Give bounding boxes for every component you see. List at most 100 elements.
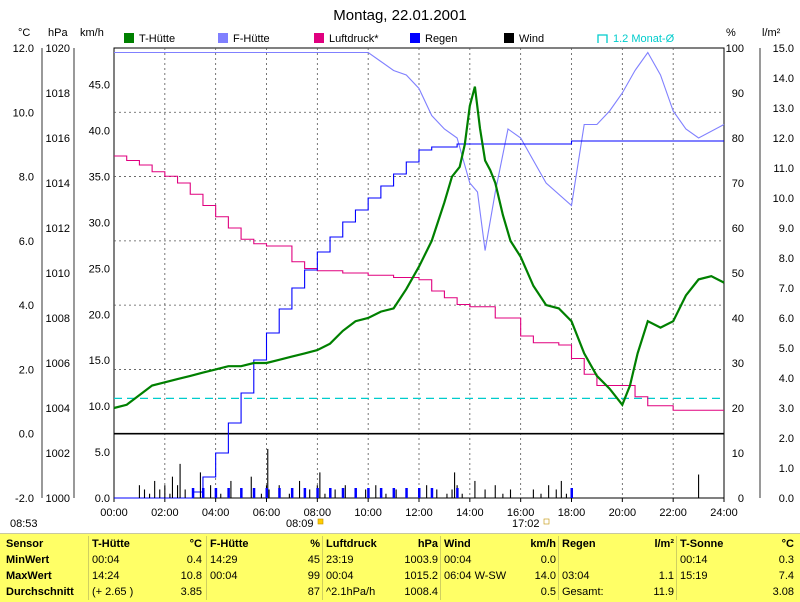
stats-header-value: l/m² xyxy=(654,538,674,550)
y-tick-lm2: 11.0 xyxy=(773,163,794,175)
y-tick-lm2: 5.0 xyxy=(779,343,794,355)
rain-event-mark xyxy=(201,488,205,498)
y-tick-hpa: 1008 xyxy=(46,313,70,325)
table-separator xyxy=(558,536,559,600)
stats-header-label: Luftdruck xyxy=(326,538,377,550)
rain-event-mark xyxy=(367,488,370,498)
rain-event-mark xyxy=(252,488,256,498)
chart-axes: 00:00 02:00 04:00 06:00 08:00 10:00 12:00 14:00… xyxy=(13,43,794,519)
y-tick-percent: 80 xyxy=(732,133,744,145)
stats-header-label: T-Hütte xyxy=(92,538,130,550)
row-label-sensor: Sensor xyxy=(6,538,44,550)
chart-title: Montag, 22.01.2001 xyxy=(333,7,466,24)
legend-swatch xyxy=(410,33,420,43)
x-tick-label: 00:00 xyxy=(100,507,128,519)
y-tick-percent: 40 xyxy=(732,313,744,325)
y-tick-celsius: 12.0 xyxy=(13,43,34,55)
x-tick-label: 12:00 xyxy=(405,507,433,519)
stats-row-label: 00:04 xyxy=(210,570,238,582)
stats-row-value: 0.0 xyxy=(540,554,556,566)
chart-grid xyxy=(113,47,725,499)
legend-label: 1.2 Monat-Ø xyxy=(613,33,675,45)
rain-event-mark xyxy=(303,488,307,498)
row-label-avg: Durchschnitt xyxy=(6,586,74,598)
stats-row-label: 00:04 xyxy=(444,554,472,566)
y-tick-percent: 60 xyxy=(732,223,744,235)
rain-event-mark xyxy=(214,488,218,498)
stats-row-label: ^2.1hPa/h xyxy=(326,586,376,598)
table-separator xyxy=(676,536,677,600)
chart-legend: T-Hütte F-Hütte Luftdruck* Regen Wind 1.2 Mon… xyxy=(124,33,675,45)
y-tick-celsius: 6.0 xyxy=(19,236,34,248)
y-tick-hpa: 1018 xyxy=(46,88,70,100)
y-tick-celsius: 4.0 xyxy=(19,300,34,312)
legend-label: F-Hütte xyxy=(233,33,270,45)
y-tick-hpa: 1000 xyxy=(46,493,70,505)
rain-event-mark xyxy=(418,488,421,498)
unit-label-lm2: l/m² xyxy=(762,27,781,39)
x-tick-label: 24:00 xyxy=(710,507,738,519)
stats-row-label: 06:04 W-SW xyxy=(444,570,507,582)
y-tick-lm2: 1.0 xyxy=(779,463,794,475)
x-tick-label: 20:00 xyxy=(609,507,637,519)
stats-row-value: 14.0 xyxy=(534,570,556,582)
y-tick-percent: 100 xyxy=(726,43,744,55)
stats-header-value: °C xyxy=(189,538,202,550)
unit-label-kmh: km/h xyxy=(80,27,104,39)
stats-row-value: 0.5 xyxy=(540,586,556,598)
stats-row-value: 3.08 xyxy=(772,586,794,598)
stats-row-label: 00:04 xyxy=(92,554,120,566)
y-tick-hpa: 1006 xyxy=(46,358,70,370)
y-tick-kmh: 20.0 xyxy=(89,309,110,321)
chart-series xyxy=(113,51,725,499)
stats-row-value: 99 xyxy=(307,570,320,582)
stats-row-value: 7.4 xyxy=(778,570,794,582)
weather-chart: Montag, 22.01.2001 °C hPa km/h % l/m² T-… xyxy=(10,7,794,530)
y-tick-percent: 90 xyxy=(732,88,744,100)
y-tick-hpa: 1014 xyxy=(46,178,70,190)
y-tick-lm2: 7.0 xyxy=(779,283,794,295)
y-tick-hpa: 1016 xyxy=(46,133,70,145)
stats-row-value: 87 xyxy=(307,586,320,598)
y-tick-kmh: 5.0 xyxy=(95,447,110,459)
y-tick-celsius: -2.0 xyxy=(15,493,34,505)
rain-event-mark xyxy=(341,488,345,498)
row-label-max: MaxWert xyxy=(6,570,52,582)
y-tick-kmh: 15.0 xyxy=(89,355,110,367)
stats-row-value: 0.4 xyxy=(186,554,202,566)
x-tick-label: 08:00 xyxy=(304,507,332,519)
x-tick-label: 14:00 xyxy=(456,507,484,519)
series-luftdruck xyxy=(114,155,724,411)
unit-label-percent: % xyxy=(726,27,736,39)
y-tick-kmh: 40.0 xyxy=(89,126,110,138)
stats-row-label: Gesamt: xyxy=(562,586,604,598)
y-tick-hpa: 1002 xyxy=(46,448,70,460)
stats-header-label: T-Sonne xyxy=(680,538,724,550)
y-tick-lm2: 6.0 xyxy=(779,313,794,325)
marker2-label: 17:02 xyxy=(512,518,540,530)
series-f-huette xyxy=(114,51,725,251)
y-tick-kmh: 25.0 xyxy=(89,263,110,275)
rain-event-mark xyxy=(227,488,230,498)
y-tick-lm2: 4.0 xyxy=(779,373,794,385)
y-tick-celsius: 8.0 xyxy=(19,172,34,184)
y-tick-lm2: 10.0 xyxy=(773,193,794,205)
y-tick-percent: 30 xyxy=(732,358,744,370)
series-regen xyxy=(114,140,724,499)
rain-event-mark xyxy=(456,488,459,498)
stats-table: Sensor MinWert MaxWert Durchschnitt T-Hü… xyxy=(0,533,800,602)
stats-row-value: 45 xyxy=(307,554,320,566)
rain-event-mark xyxy=(570,488,573,498)
table-separator xyxy=(322,536,323,600)
rain-event-mark xyxy=(240,488,243,498)
unit-label-hpa: hPa xyxy=(48,27,68,39)
x-tick-label: 16:00 xyxy=(507,507,535,519)
table-separator xyxy=(440,536,441,600)
y-tick-celsius: 0.0 xyxy=(19,429,34,441)
stats-row-label: 14:24 xyxy=(92,570,120,582)
stats-row-value: 1.1 xyxy=(658,570,674,582)
table-separator xyxy=(206,536,207,600)
legend-label: T-Hütte xyxy=(139,33,175,45)
rain-event-mark xyxy=(379,488,383,498)
y-tick-lm2: 9.0 xyxy=(779,223,794,235)
